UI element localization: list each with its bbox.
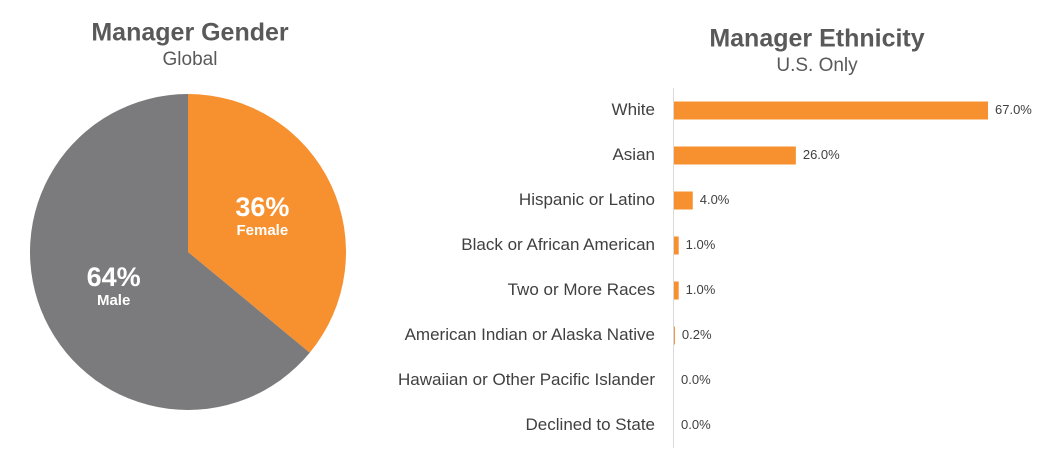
value-label: 4.0% [700, 192, 730, 207]
pie-slice [29, 93, 310, 410]
category-label: American Indian or Alaska Native [405, 325, 655, 344]
bar [674, 191, 693, 210]
bar-title: Manager Ethnicity [709, 25, 924, 53]
value-label: 1.0% [686, 282, 716, 297]
category-label: Declined to State [526, 415, 655, 434]
value-label: 0.0% [681, 372, 711, 387]
bar-subtitle: U.S. Only [776, 55, 858, 76]
value-label: 67.0% [995, 102, 1032, 117]
pie-slice [188, 94, 346, 353]
value-label: 0.0% [681, 417, 711, 432]
slice-category-label: Female [236, 222, 288, 239]
value-label: 0.2% [682, 327, 712, 342]
value-label: 1.0% [686, 237, 716, 252]
category-label: White [612, 100, 655, 119]
bar [674, 101, 988, 120]
category-label: Asian [612, 145, 655, 164]
bar [674, 326, 675, 345]
pie-subtitle: Global [163, 49, 218, 70]
category-label: Hispanic or Latino [519, 190, 655, 209]
slice-value-label: 64% [87, 262, 141, 292]
value-label: 26.0% [803, 147, 840, 162]
category-label: Black or African American [461, 235, 655, 254]
slice-category-label: Male [97, 292, 130, 309]
bar [674, 281, 679, 300]
category-label: Two or More Races [508, 280, 655, 299]
category-label: Hawaiian or Other Pacific Islander [398, 370, 655, 389]
bar [674, 236, 679, 255]
slice-value-label: 36% [235, 192, 289, 222]
pie-title: Manager Gender [91, 19, 289, 47]
bar [674, 146, 796, 165]
